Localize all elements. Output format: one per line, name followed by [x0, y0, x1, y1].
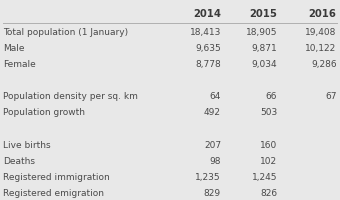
- Text: 19,408: 19,408: [305, 28, 337, 37]
- Text: 826: 826: [260, 188, 277, 197]
- Text: 10,122: 10,122: [305, 44, 337, 53]
- Text: 2014: 2014: [193, 9, 221, 19]
- Text: Male: Male: [3, 44, 25, 53]
- Text: Female: Female: [3, 60, 36, 69]
- Text: 98: 98: [209, 156, 221, 165]
- Text: 18,413: 18,413: [190, 28, 221, 37]
- Text: Live births: Live births: [3, 140, 51, 149]
- Text: 1,235: 1,235: [195, 172, 221, 181]
- Text: 829: 829: [204, 188, 221, 197]
- Text: Total population (1 January): Total population (1 January): [3, 28, 129, 37]
- Text: 18,905: 18,905: [245, 28, 277, 37]
- Text: Population growth: Population growth: [3, 108, 85, 117]
- Text: Registered immigration: Registered immigration: [3, 172, 110, 181]
- Text: 9,034: 9,034: [252, 60, 277, 69]
- Text: 9,286: 9,286: [311, 60, 337, 69]
- Text: 9,635: 9,635: [195, 44, 221, 53]
- Text: 503: 503: [260, 108, 277, 117]
- Text: 64: 64: [210, 92, 221, 101]
- Text: 8,778: 8,778: [195, 60, 221, 69]
- Text: 1,245: 1,245: [252, 172, 277, 181]
- Text: 2016: 2016: [309, 9, 337, 19]
- Text: 102: 102: [260, 156, 277, 165]
- Text: Population density per sq. km: Population density per sq. km: [3, 92, 138, 101]
- Text: 2015: 2015: [249, 9, 277, 19]
- Text: 160: 160: [260, 140, 277, 149]
- Text: 492: 492: [204, 108, 221, 117]
- Text: 66: 66: [266, 92, 277, 101]
- Text: 9,871: 9,871: [251, 44, 277, 53]
- Text: Registered emigration: Registered emigration: [3, 188, 104, 197]
- Text: 207: 207: [204, 140, 221, 149]
- Text: Deaths: Deaths: [3, 156, 35, 165]
- Text: 67: 67: [325, 92, 337, 101]
